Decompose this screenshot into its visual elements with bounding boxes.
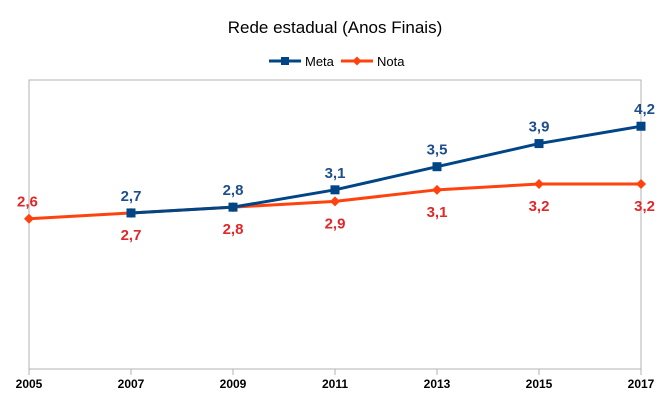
data-point-meta xyxy=(330,185,340,195)
data-point-meta xyxy=(228,202,238,212)
data-point-nota xyxy=(24,213,34,224)
data-label-meta: 3,1 xyxy=(325,165,346,182)
x-tick-label: 2007 xyxy=(118,377,145,391)
legend-label-meta: Meta xyxy=(305,54,335,69)
data-label-nota: 2,9 xyxy=(325,215,346,232)
data-point-nota xyxy=(432,184,442,195)
series-layer xyxy=(24,121,646,224)
data-point-meta xyxy=(432,162,442,172)
data-label-nota: 3,1 xyxy=(427,204,448,221)
data-label-meta: 3,5 xyxy=(427,142,448,159)
x-tick-label: 2013 xyxy=(424,377,451,391)
data-point-meta xyxy=(534,139,544,149)
data-label-nota: 2,6 xyxy=(17,194,38,211)
legend: Meta Nota xyxy=(269,54,405,69)
x-tick-label: 2015 xyxy=(526,377,553,391)
data-label-nota: 2,8 xyxy=(223,221,244,238)
data-point-meta xyxy=(636,121,646,131)
data-point-nota xyxy=(330,196,340,207)
data-label-nota: 3,2 xyxy=(529,198,550,215)
legend-item-nota: Nota xyxy=(341,54,405,69)
data-label-meta: 2,7 xyxy=(121,188,142,205)
series-line-meta xyxy=(130,124,642,215)
x-tick-label: 2011 xyxy=(322,377,348,391)
data-labels: 2,6 2,7 2,8 2,9 3,1 3,2 3,2 2,7 2,8 3,1 3,5 3,9 4,2 xyxy=(17,101,655,244)
data-label-nota: 2,7 xyxy=(121,227,142,244)
x-tick-label: 2009 xyxy=(220,377,247,391)
legend-label-nota: Nota xyxy=(377,54,405,69)
data-label-meta: 3,9 xyxy=(529,119,550,136)
legend-marker-nota xyxy=(352,56,362,66)
data-label-meta: 2,8 xyxy=(223,182,244,199)
legend-item-meta: Meta xyxy=(269,54,335,69)
data-label-nota: 3,2 xyxy=(634,198,655,215)
data-point-nota xyxy=(534,179,544,190)
data-label-meta: 4,2 xyxy=(634,101,655,118)
data-point-nota xyxy=(636,179,646,190)
x-ticks: 2005 2007 2009 2011 2013 2015 2017 xyxy=(16,369,655,391)
x-tick-label: 2017 xyxy=(628,377,655,391)
legend-marker-meta xyxy=(281,57,289,65)
x-tick-label: 2005 xyxy=(16,377,43,391)
chart-title: Rede estadual (Anos Finais) xyxy=(228,18,443,37)
data-point-meta xyxy=(126,208,136,218)
